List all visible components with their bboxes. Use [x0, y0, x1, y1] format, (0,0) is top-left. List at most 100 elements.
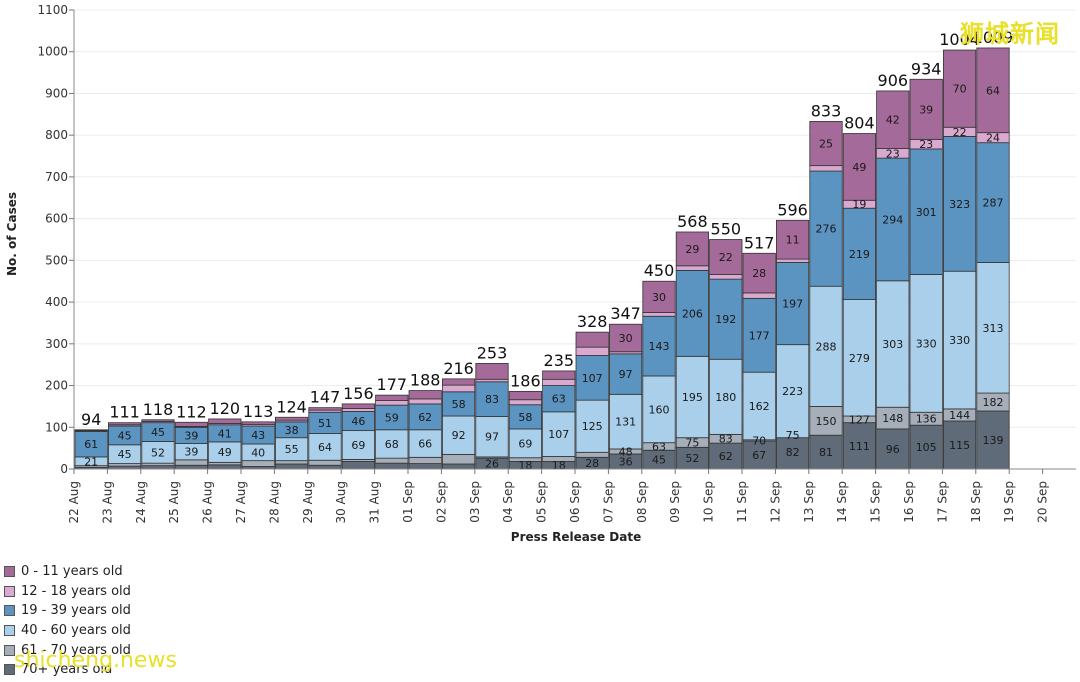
- bar-segment: [542, 411, 576, 457]
- bar-segment: [675, 269, 710, 357]
- y-tick-label: 200: [45, 379, 68, 393]
- segment-value-label: 287: [983, 197, 1004, 210]
- bar-segment: [208, 464, 242, 470]
- bar-segment: [709, 274, 743, 280]
- legend-item[interactable]: 40 - 60 years old: [4, 621, 131, 641]
- x-tick-label: 09 Sep: [668, 481, 682, 523]
- segment-value-label: 70: [752, 434, 766, 447]
- bar-segment: [308, 464, 342, 470]
- bar-segment: [742, 440, 776, 470]
- segment-value-label: 177: [749, 329, 770, 342]
- bar-total-label: 1009: [973, 28, 1014, 47]
- segment-value-label: 30: [619, 332, 633, 345]
- bar-segment: [609, 393, 643, 450]
- segment-value-label: 148: [882, 412, 903, 425]
- x-tick-label: 02 Sep: [434, 481, 448, 523]
- segment-value-label: 49: [852, 161, 866, 174]
- y-tick-label: 300: [45, 337, 68, 351]
- bar-segment: [408, 456, 442, 464]
- segment-value-label: 105: [916, 441, 937, 454]
- bar-total-label: 833: [811, 101, 842, 120]
- bar-total-label: 120: [210, 399, 241, 418]
- segment-value-label: 107: [548, 428, 569, 441]
- watermark-english: shicheng.news: [14, 648, 177, 673]
- segment-value-label: 288: [816, 340, 837, 353]
- x-tick-label: 13 Sep: [802, 481, 816, 523]
- segment-value-label: 68: [385, 438, 399, 451]
- segment-value-label: 139: [983, 434, 1004, 447]
- x-axis-title: Press Release Date: [511, 530, 641, 544]
- segment-value-label: 46: [351, 415, 365, 428]
- bar-segment: [709, 239, 743, 275]
- x-tick-label: 23 Aug: [100, 481, 114, 524]
- legend-swatch: [4, 566, 15, 578]
- segment-value-label: 23: [919, 138, 933, 151]
- x-tick-label: 24 Aug: [134, 481, 148, 524]
- bar-segment: [776, 344, 810, 439]
- bar-segment: [575, 399, 609, 453]
- bar-segment: [609, 353, 643, 395]
- segment-value-label: 303: [882, 338, 903, 351]
- legend-label: 70+ years old: [21, 662, 113, 678]
- x-tick-label: 28 Aug: [267, 481, 281, 524]
- x-axis: 22 Aug 23 Aug 24 Aug 25 Aug 26 Aug 27 Aug 28 A…: [67, 468, 1076, 524]
- segment-value-label: 45: [151, 426, 165, 439]
- bar-segment: [609, 323, 643, 353]
- bar-segment: [709, 278, 743, 360]
- bar-segment: [809, 165, 843, 172]
- bar-total-label: 156: [343, 384, 374, 403]
- bar-segment: [776, 434, 810, 470]
- bar-segment: [742, 252, 776, 294]
- bar-total-label: 113: [243, 402, 274, 421]
- segment-value-label: 182: [983, 396, 1004, 409]
- segment-value-label: 45: [652, 454, 666, 467]
- bar-segment: [375, 457, 409, 464]
- bar-segment: [642, 315, 676, 377]
- bar-segment: [308, 459, 342, 466]
- segment-value-label: 36: [619, 455, 633, 468]
- bar-segment: [742, 297, 776, 373]
- segment-value-label: 136: [916, 413, 937, 426]
- bar-segment: [508, 399, 543, 406]
- bar-total-label: 111: [109, 403, 140, 422]
- segment-value-label: 28: [752, 267, 766, 280]
- legend-item[interactable]: 61 - 70 years old: [4, 640, 131, 660]
- bar-total-label: 550: [711, 220, 742, 239]
- segment-value-label: 125: [582, 420, 603, 433]
- bar-total-label: 934: [911, 59, 942, 78]
- legend-item[interactable]: 12 - 18 years old: [4, 582, 131, 602]
- segment-value-label: 25: [819, 138, 833, 151]
- y-tick-label: 500: [45, 253, 68, 267]
- segment-value-label: 22: [953, 126, 967, 139]
- segment-value-label: 330: [916, 337, 937, 350]
- legend-item[interactable]: 19 - 39 years old: [4, 601, 131, 621]
- bar-total-label: 568: [677, 212, 708, 231]
- bar-segment: [809, 170, 843, 287]
- segment-value-label: 39: [184, 429, 198, 442]
- bar-total-label: 124: [276, 397, 307, 416]
- segment-value-label: 69: [518, 437, 532, 450]
- bar-total-label: 94: [81, 410, 101, 429]
- bar-segment: [375, 394, 409, 401]
- bar-segment: [375, 404, 409, 431]
- bar-segment: [909, 148, 943, 275]
- y-axis: 0 100 200 300 400 500 600 700 800 900 1000 1100: [37, 3, 75, 476]
- x-tick-label: 27 Aug: [234, 481, 248, 524]
- bar-total-label: 118: [143, 400, 174, 419]
- bar-total-label: 517: [744, 233, 775, 252]
- bar-segment: [508, 428, 543, 459]
- bar-total-label: 253: [477, 343, 508, 362]
- segment-value-label: 43: [251, 429, 265, 442]
- legend-item[interactable]: 70+ years old: [4, 660, 131, 680]
- y-tick-label: 900: [45, 86, 68, 100]
- bar-total-label: 177: [377, 375, 408, 394]
- segment-value-label: 223: [782, 385, 803, 398]
- bar-segment: [943, 49, 977, 128]
- segment-value-label: 59: [385, 411, 399, 424]
- bar-segment: [375, 462, 409, 470]
- bar-segment: [408, 390, 442, 400]
- bar-segment: [274, 416, 309, 421]
- legend-item[interactable]: 0 - 11 years old: [4, 562, 131, 582]
- bar-segment: [909, 78, 943, 140]
- bar-segment: [475, 381, 509, 417]
